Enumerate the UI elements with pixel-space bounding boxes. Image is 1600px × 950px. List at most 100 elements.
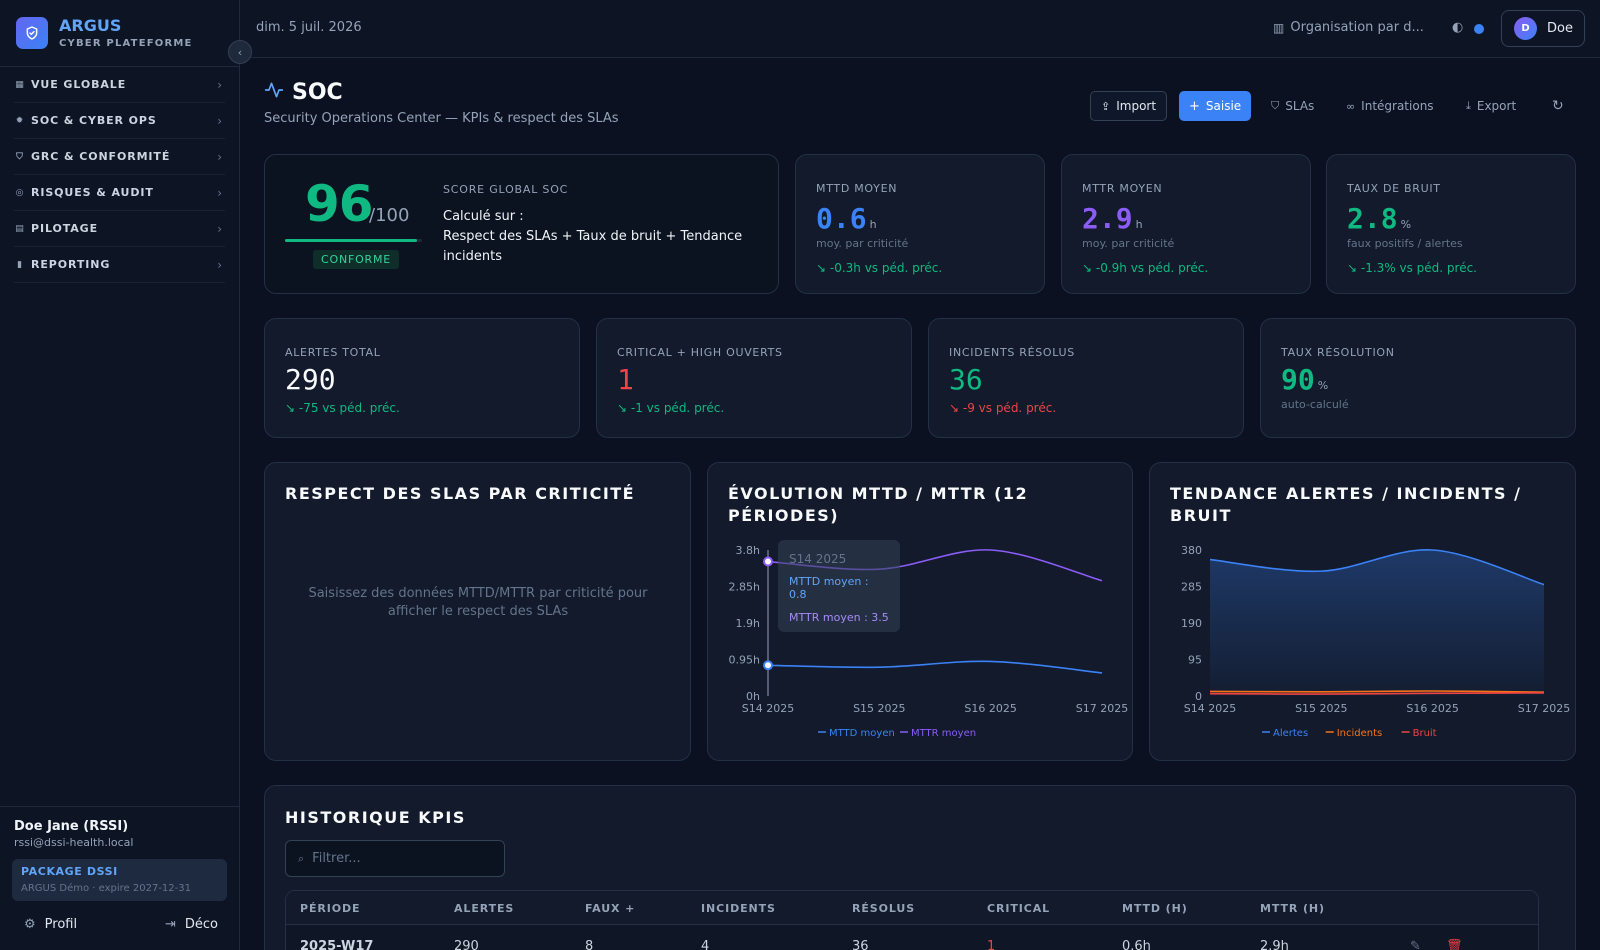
link-icon: ∞ <box>1346 99 1356 113</box>
series-line <box>1209 549 1545 586</box>
palette-icon[interactable]: ◐ <box>1452 20 1464 35</box>
organisation-selector[interactable]: ▥ Organisation par d... <box>1273 20 1424 35</box>
saisie-button[interactable]: + Saisie <box>1179 91 1252 121</box>
user-email: rssi@dssi-health.local <box>14 836 134 849</box>
table-cell: 36 <box>852 939 869 950</box>
delete-icon[interactable]: 🗑 <box>1446 939 1463 950</box>
chevron-right-icon: › <box>217 113 223 128</box>
search-icon: ⌕ <box>298 851 305 865</box>
score-calc-title: Calculé sur : <box>443 209 524 224</box>
kpi-trend: ↘ -9 vs péd. préc. <box>949 401 1057 415</box>
collapse-sidebar-button[interactable]: ‹ <box>228 40 252 64</box>
kpi-value: 290 <box>285 363 336 396</box>
sidebar-item-grc-conformit[interactable]: ⛉ GRC & CONFORMITÉ › <box>14 139 225 175</box>
filter-input[interactable]: ⌕ Filtrer... <box>285 840 505 877</box>
import-button[interactable]: ⇪ Import <box>1090 91 1168 121</box>
column-header[interactable]: FAUX + <box>585 902 636 915</box>
x-tick-label: S17 2025 <box>1518 702 1570 715</box>
user-menu-button[interactable]: D Doe <box>1501 10 1585 47</box>
history-card: HISTORIQUE KPIS ⌕ Filtrer... PÉRIODE ALER… <box>264 785 1576 950</box>
x-tick-label: S17 2025 <box>1076 702 1128 715</box>
kpi-card: MTTR MOYEN 2.9 h moy. par criticité ↘ -0.9h … <box>1061 154 1311 294</box>
legend-label: MTTD moyen <box>829 728 895 739</box>
column-header[interactable]: CRITICAL <box>987 902 1051 915</box>
kpi-value: 2.8 <box>1347 202 1398 235</box>
trend-chart[interactable]: 0 95 190 285 380 S14 2025 S15 2025 S16 2025 S17 … <box>1150 463 1577 762</box>
sla-chart-card: RESPECT DES SLAS PAR CRITICITÉ Saisissez… <box>264 462 691 761</box>
activity-icon <box>264 80 284 105</box>
kpi-sub: auto-calculé <box>1281 398 1349 411</box>
series-line <box>767 660 1103 674</box>
sidebar: ARGUS CYBER PLATEFORME ▦ VUE GLOBALE › ✹ SOC… <box>0 0 240 950</box>
kpi-sub: faux positifs / alertes <box>1347 237 1463 250</box>
y-tick-label: 285 <box>1181 581 1202 594</box>
y-tick-label: 0h <box>746 690 760 703</box>
sidebar-item-risques-audit[interactable]: ◎ RISQUES & AUDIT › <box>14 175 225 211</box>
history-title: HISTORIQUE KPIS <box>285 808 466 827</box>
kpi-trend: ↘ -1 vs péd. préc. <box>617 401 725 415</box>
y-tick-label: 190 <box>1181 617 1202 630</box>
table-cell: 290 <box>454 939 479 950</box>
column-header[interactable]: ALERTES <box>454 902 515 915</box>
kpi-value: 1 <box>617 363 634 396</box>
avatar: D <box>1514 17 1537 40</box>
tooltip-period: S14 2025 <box>789 552 847 566</box>
mttd-mttr-chart[interactable]: 0h 0.95h 1.9h 2.85h 3.8h S14 2025 S15 2025 S16 … <box>708 463 1134 762</box>
history-table: PÉRIODE ALERTES FAUX + INCIDENTS RÉSOLUS CRIT… <box>285 890 1539 950</box>
kpi-trend: ↘ -75 vs péd. préc. <box>285 401 400 415</box>
sidebar-item-vue-globale[interactable]: ▦ VUE GLOBALE › <box>14 67 225 103</box>
brand[interactable]: ARGUS CYBER PLATEFORME <box>0 0 239 67</box>
package-title: PACKAGE DSSI <box>21 865 118 878</box>
y-tick-label: 0 <box>1195 690 1202 703</box>
chart-tooltip: S14 2025 MTTD moyen : 0.8 MTTR moyen : 3… <box>778 540 900 632</box>
import-button-wrap: ⇪ Import <box>1090 91 1168 121</box>
series-area <box>1210 549 1544 696</box>
kpi-label: CRITICAL + HIGH OUVERTS <box>617 346 783 359</box>
integrations-button[interactable]: ∞ Intégrations <box>1346 99 1434 113</box>
logout-button[interactable]: ⇥ Déco <box>165 917 218 932</box>
sidebar-item-reporting[interactable]: ▮ REPORTING › <box>14 247 225 283</box>
kpi-label: TAUX DE BRUIT <box>1347 182 1441 195</box>
column-header[interactable]: RÉSOLUS <box>852 902 916 915</box>
profile-button[interactable]: ⚙ Profil <box>24 917 77 932</box>
sidebar-item-pilotage[interactable]: ▤ PILOTAGE › <box>14 211 225 247</box>
kpi-card: TAUX DE BRUIT 2.8% faux positifs / alertes… <box>1326 154 1576 294</box>
kpi-card: INCIDENTS RÉSOLUS 36 ↘ -9 vs péd. préc. <box>928 318 1244 438</box>
sidebar-item-label: SOC & CYBER OPS <box>31 114 157 127</box>
theme-dot[interactable] <box>1474 24 1484 34</box>
export-button[interactable]: ⤓ Export <box>1466 99 1516 113</box>
slas-button[interactable]: ⛉ SLAs <box>1271 99 1314 113</box>
x-tick-label: S16 2025 <box>1406 702 1458 715</box>
logout-icon: ⇥ <box>165 917 176 932</box>
page-title-text: SOC <box>292 80 343 105</box>
column-header[interactable]: MTTD (H) <box>1122 902 1188 915</box>
upload-icon: ⇪ <box>1101 99 1111 113</box>
sidebar-item-soc-cyber-ops[interactable]: ✹ SOC & CYBER OPS › <box>14 103 225 139</box>
column-header[interactable]: PÉRIODE <box>300 902 361 915</box>
table-cell: 4 <box>701 939 710 950</box>
kpi-value-wrap: 2.9 h <box>1082 202 1143 235</box>
page-title: SOC <box>264 80 343 105</box>
y-tick-label: 3.8h <box>736 544 760 557</box>
alert-icon: ◎ <box>15 187 25 198</box>
sidebar-item-label: PILOTAGE <box>31 222 99 235</box>
user-chip-name: Doe <box>1547 21 1573 36</box>
kpi-value-wrap: 0.6 h <box>816 202 877 235</box>
edit-icon[interactable]: ✎ <box>1410 939 1421 950</box>
score-label: SCORE GLOBAL SOC <box>443 183 569 196</box>
export-button-wrap: ⤓ Export <box>1466 91 1516 121</box>
column-header[interactable]: MTTR (H) <box>1260 902 1325 915</box>
legend-label: Incidents <box>1337 728 1383 739</box>
shield-icon: ⛉ <box>16 151 24 162</box>
refresh-icon[interactable]: ↻ <box>1552 98 1564 114</box>
legend-label: MTTR moyen <box>911 728 976 739</box>
chevron-right-icon: › <box>217 149 223 164</box>
y-tick-label: 380 <box>1181 544 1202 557</box>
kpi-value: 90 <box>1281 363 1315 396</box>
status-badge: CONFORME <box>313 250 400 269</box>
column-header[interactable]: INCIDENTS <box>701 902 776 915</box>
gear-icon: ⚙ <box>24 917 36 932</box>
kpi-trend: ↘ -0.3h vs péd. préc. <box>816 261 943 275</box>
y-tick-label: 0.95h <box>729 654 760 667</box>
kpi-value-wrap: 36 <box>949 363 983 396</box>
